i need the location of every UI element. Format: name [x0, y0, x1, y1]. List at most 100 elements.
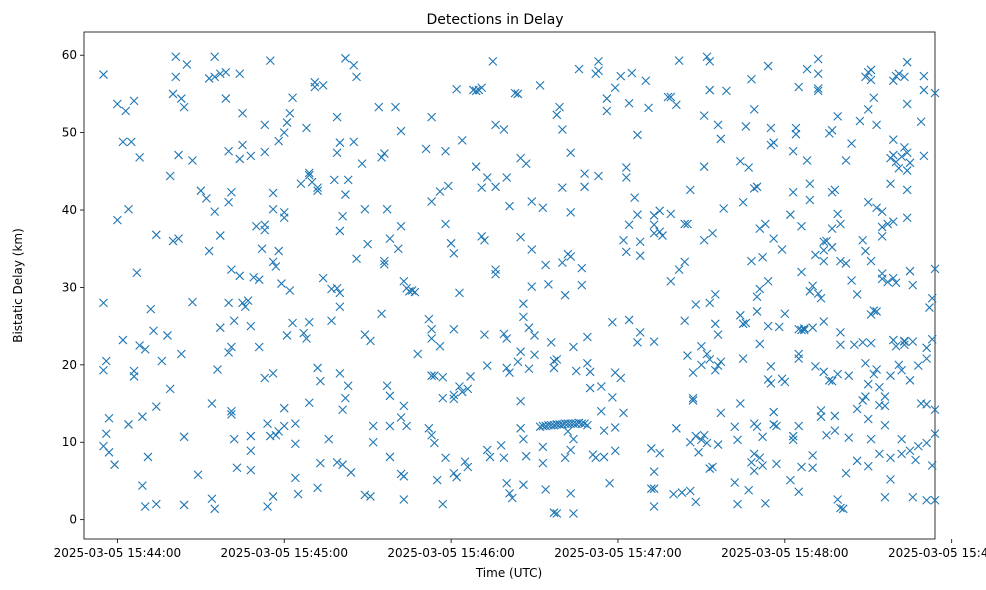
data-point	[410, 287, 420, 297]
data-point	[435, 341, 445, 351]
data-point	[557, 258, 567, 268]
plot-area	[83, 31, 936, 540]
data-point	[888, 150, 898, 160]
data-point	[502, 173, 512, 182]
data-point	[886, 371, 895, 381]
data-point	[466, 372, 475, 381]
data-point	[151, 230, 161, 240]
data-point	[349, 60, 359, 70]
data-point	[863, 197, 873, 207]
data-point	[805, 286, 815, 296]
data-point	[168, 89, 178, 99]
data-point	[332, 112, 342, 122]
data-point	[427, 197, 437, 206]
data-point	[702, 52, 712, 62]
data-point	[352, 72, 361, 82]
data-point	[785, 475, 795, 485]
data-point	[635, 237, 645, 247]
y-tick-label: 20	[62, 358, 77, 372]
data-point	[240, 302, 250, 312]
data-point	[538, 203, 548, 213]
data-point	[824, 375, 834, 385]
data-point	[449, 248, 459, 258]
data-point	[541, 485, 551, 494]
data-point	[697, 360, 706, 370]
data-point	[908, 337, 918, 347]
data-point	[827, 224, 837, 233]
data-point	[833, 369, 843, 379]
data-point	[332, 283, 342, 293]
data-point	[238, 298, 247, 308]
data-point	[722, 86, 731, 96]
data-point	[836, 327, 845, 337]
data-point	[188, 297, 197, 307]
data-point	[499, 329, 509, 339]
data-point	[922, 438, 932, 448]
data-point	[894, 360, 904, 370]
data-point	[633, 210, 642, 220]
data-point	[313, 483, 322, 493]
data-point	[535, 81, 545, 90]
data-point	[808, 323, 818, 333]
data-point	[288, 318, 297, 328]
data-point	[265, 56, 275, 66]
data-point	[124, 204, 133, 214]
data-point	[738, 197, 748, 207]
data-point	[897, 152, 907, 162]
data-point	[235, 69, 245, 79]
data-point	[811, 361, 820, 371]
data-point	[396, 413, 406, 422]
data-point	[368, 421, 378, 431]
data-point	[841, 259, 851, 268]
data-point	[329, 175, 339, 185]
data-point	[830, 426, 840, 436]
data-point	[866, 256, 876, 266]
data-point	[897, 365, 907, 375]
data-point	[452, 84, 462, 94]
data-point	[716, 357, 726, 367]
data-point	[713, 120, 723, 130]
data-point	[911, 455, 920, 465]
data-point	[441, 146, 450, 156]
data-point	[435, 187, 445, 196]
data-point	[836, 340, 845, 350]
data-point	[902, 57, 912, 67]
data-point	[849, 340, 859, 350]
data-point	[791, 129, 801, 139]
data-point	[663, 92, 673, 102]
data-point	[833, 209, 843, 219]
data-point	[697, 341, 706, 351]
data-point	[733, 435, 742, 445]
data-point	[594, 171, 603, 181]
data-point	[683, 219, 692, 229]
data-point	[385, 391, 395, 401]
data-point	[641, 76, 651, 86]
data-point	[246, 321, 256, 331]
y-tick-label: 40	[62, 203, 77, 217]
data-point	[224, 348, 234, 357]
x-axis-label: Time (UTC)	[475, 566, 542, 580]
data-point	[491, 120, 500, 130]
data-point	[763, 321, 773, 331]
data-point	[377, 153, 386, 162]
data-point	[677, 488, 687, 497]
data-point	[507, 493, 517, 503]
data-point	[460, 457, 470, 466]
data-point	[699, 162, 709, 172]
data-point	[922, 343, 932, 353]
data-point	[318, 81, 328, 90]
data-point	[713, 330, 723, 340]
data-point	[151, 402, 161, 412]
data-point	[738, 319, 748, 329]
data-point	[649, 502, 659, 511]
data-point	[919, 85, 929, 95]
data-point	[705, 298, 715, 308]
data-point	[872, 203, 881, 213]
data-point	[477, 83, 487, 93]
data-point	[521, 451, 531, 461]
data-point	[649, 467, 659, 477]
data-point	[680, 316, 690, 326]
data-point	[560, 453, 570, 463]
data-point	[271, 430, 281, 440]
data-point	[268, 188, 278, 198]
